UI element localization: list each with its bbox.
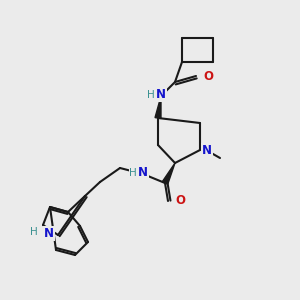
Text: O: O [175, 194, 185, 208]
Text: O: O [203, 70, 213, 83]
Text: N: N [44, 227, 54, 240]
Text: N: N [202, 143, 212, 157]
Text: N: N [138, 167, 148, 179]
Text: H: H [129, 168, 137, 178]
Polygon shape [155, 96, 161, 118]
Polygon shape [162, 163, 175, 184]
Text: N: N [156, 88, 166, 101]
Text: H: H [30, 227, 38, 237]
Text: H: H [147, 90, 155, 100]
